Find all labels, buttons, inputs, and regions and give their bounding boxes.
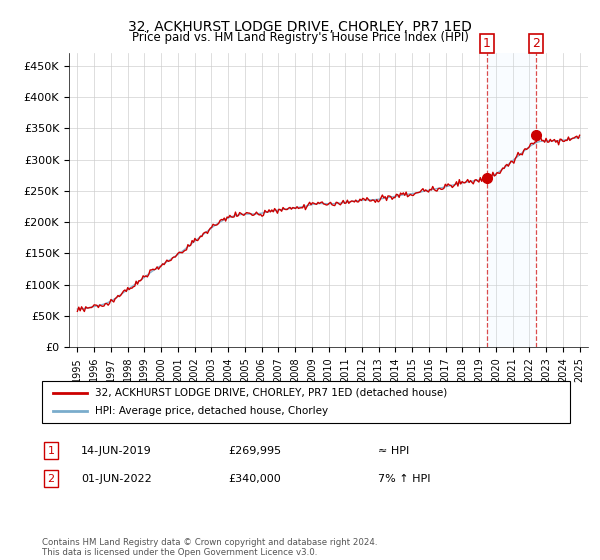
Text: 32, ACKHURST LODGE DRIVE, CHORLEY, PR7 1ED: 32, ACKHURST LODGE DRIVE, CHORLEY, PR7 1… <box>128 20 472 34</box>
Text: 01-JUN-2022: 01-JUN-2022 <box>81 474 152 484</box>
Text: 2: 2 <box>47 474 55 484</box>
Text: 2: 2 <box>532 38 541 50</box>
Text: 7% ↑ HPI: 7% ↑ HPI <box>378 474 431 484</box>
Text: 1: 1 <box>47 446 55 456</box>
Text: HPI: Average price, detached house, Chorley: HPI: Average price, detached house, Chor… <box>95 406 328 416</box>
Text: Price paid vs. HM Land Registry's House Price Index (HPI): Price paid vs. HM Land Registry's House … <box>131 31 469 44</box>
Text: 1: 1 <box>483 38 491 50</box>
Text: 14-JUN-2019: 14-JUN-2019 <box>81 446 152 456</box>
Text: £340,000: £340,000 <box>228 474 281 484</box>
Text: Contains HM Land Registry data © Crown copyright and database right 2024.
This d: Contains HM Land Registry data © Crown c… <box>42 538 377 557</box>
Text: £269,995: £269,995 <box>228 446 281 456</box>
FancyBboxPatch shape <box>42 381 570 423</box>
Text: ≈ HPI: ≈ HPI <box>378 446 409 456</box>
Text: 32, ACKHURST LODGE DRIVE, CHORLEY, PR7 1ED (detached house): 32, ACKHURST LODGE DRIVE, CHORLEY, PR7 1… <box>95 388 447 398</box>
Bar <box>487 53 536 347</box>
